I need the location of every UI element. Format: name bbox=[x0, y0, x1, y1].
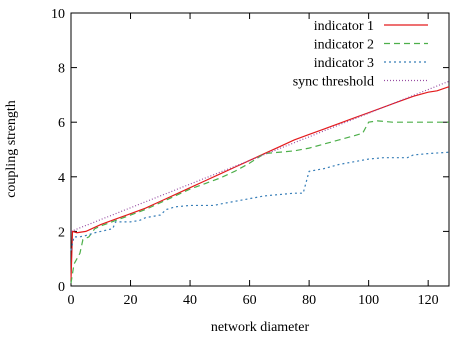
plot-border bbox=[70, 12, 450, 287]
legend-label: indicator 2 bbox=[314, 38, 374, 53]
legend-label: indicator 3 bbox=[314, 56, 374, 71]
series-line-2 bbox=[70, 120, 449, 284]
x-tick-label: 80 bbox=[302, 293, 316, 308]
series-line-3 bbox=[70, 151, 450, 251]
series-lines bbox=[70, 80, 450, 284]
x-tick-label: 20 bbox=[124, 293, 138, 308]
axis-ticks: 0 20 40 60 80 100 120 0 2 4 6 8 10 bbox=[51, 7, 449, 308]
y-tick-label: 0 bbox=[58, 280, 65, 295]
x-axis-label: network diameter bbox=[211, 320, 310, 335]
x-tick-label: 100 bbox=[358, 293, 379, 308]
x-tick-label: 40 bbox=[183, 293, 197, 308]
y-tick-label: 10 bbox=[51, 7, 65, 22]
y-tick-label: 8 bbox=[58, 62, 65, 77]
y-tick-label: 6 bbox=[58, 116, 65, 131]
legend-label: sync threshold bbox=[293, 75, 374, 90]
legend-label: indicator 1 bbox=[314, 19, 374, 34]
y-axis-label: coupling strength bbox=[4, 100, 19, 198]
series-line-1 bbox=[70, 86, 450, 281]
x-tick-label: 0 bbox=[68, 293, 75, 308]
x-tick-label: 60 bbox=[243, 293, 257, 308]
legend: indicator 1 indicator 2 indicator 3 sync th… bbox=[293, 19, 428, 90]
plot-frame bbox=[70, 12, 450, 287]
x-tick-label: 120 bbox=[418, 293, 439, 308]
y-tick-label: 4 bbox=[58, 171, 65, 186]
y-tick-label: 2 bbox=[58, 225, 65, 240]
